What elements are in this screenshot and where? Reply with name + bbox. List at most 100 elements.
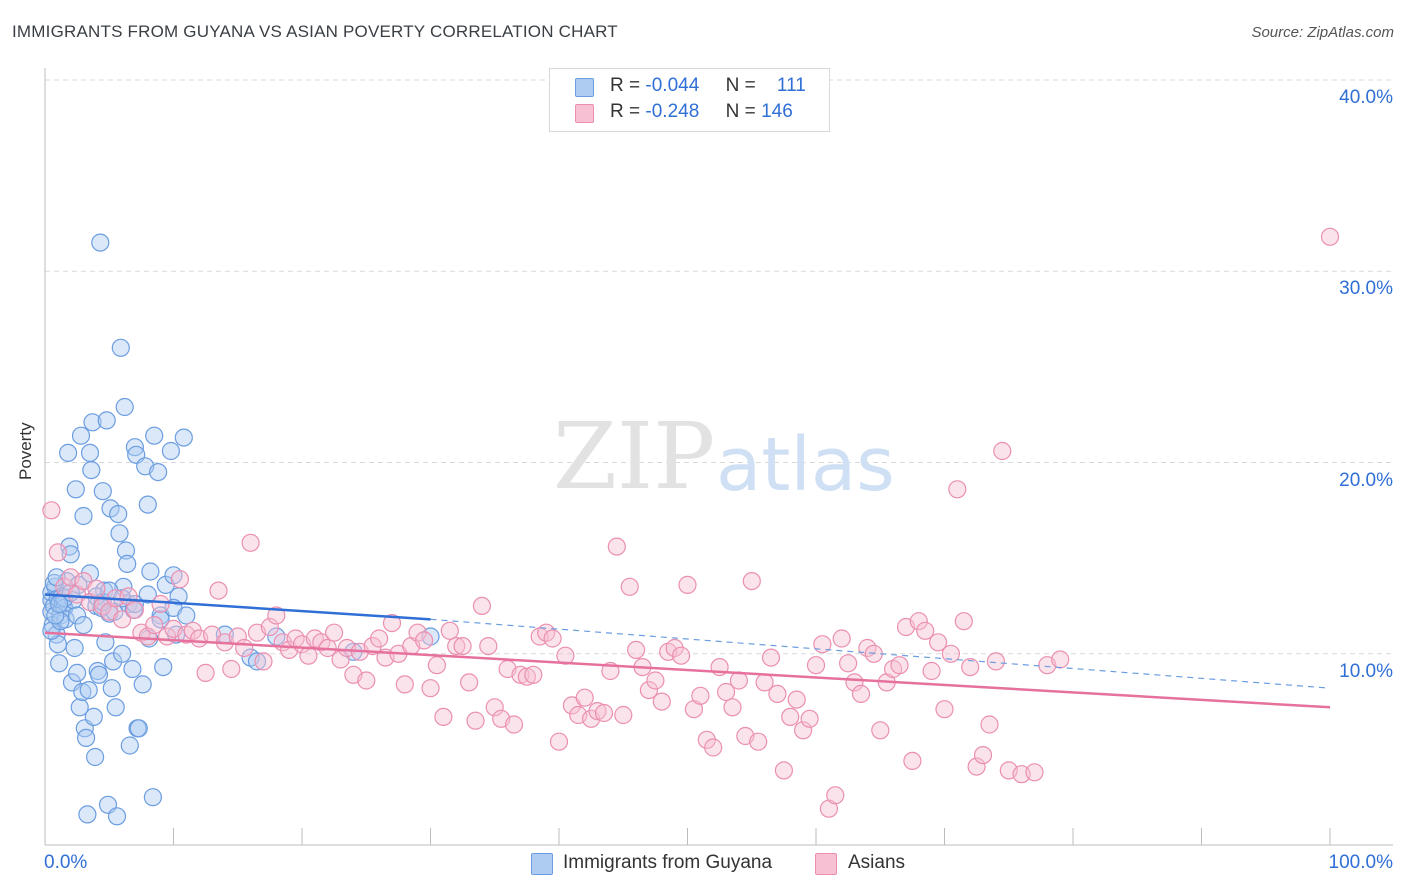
- guyana-point: [112, 644, 132, 663]
- asians-point: [395, 675, 414, 694]
- asians-point: [48, 543, 68, 562]
- axes: [44, 68, 1393, 846]
- chart-title: IMMIGRANTS FROM GUYANA VS ASIAN POVERTY …: [12, 22, 618, 41]
- guyana-point: [145, 426, 164, 445]
- guyana-point: [149, 463, 168, 482]
- guyana-point: [91, 233, 110, 252]
- guyana-point: [115, 397, 134, 417]
- asians-point: [196, 663, 215, 683]
- guyana-point: [174, 428, 193, 447]
- asians-point: [472, 596, 491, 616]
- asians-point: [556, 646, 575, 665]
- asians-point: [806, 656, 826, 675]
- asians-point: [479, 636, 498, 656]
- gridlines: [45, 79, 1393, 655]
- guyana-point: [177, 606, 196, 625]
- guyana-point: [106, 698, 125, 717]
- guyana-point: [66, 480, 85, 499]
- guyana-point: [47, 568, 66, 587]
- source-label: Source: ZipAtlas.com: [1251, 24, 1394, 41]
- asians-point: [1320, 227, 1340, 246]
- guyana-point: [120, 736, 139, 755]
- y-tick-label-1: 20.0%: [1339, 469, 1393, 491]
- legend-r-value-asians: -0.248: [645, 101, 700, 122]
- guyana-point: [58, 443, 78, 462]
- asians-point: [1051, 650, 1070, 669]
- legend-n-value-asians: 146: [761, 101, 793, 122]
- x-tick-label-0: 0.0%: [44, 852, 88, 873]
- asians-point: [466, 711, 485, 730]
- asians-point: [447, 636, 466, 656]
- asians-point: [851, 684, 871, 704]
- asians-point: [948, 480, 967, 499]
- asians-point: [832, 629, 851, 648]
- trend-line-guyana: [44, 593, 431, 621]
- asians-point: [691, 686, 710, 705]
- asians-point: [716, 682, 736, 702]
- asians-point: [145, 615, 164, 635]
- asians-point: [415, 631, 434, 650]
- guyana-point: [49, 594, 69, 614]
- asians-point: [973, 745, 993, 765]
- asians-point: [768, 684, 787, 704]
- guyana-point: [74, 506, 93, 526]
- asians-point: [588, 701, 607, 721]
- asians-point: [793, 721, 813, 740]
- asians-point: [890, 656, 909, 675]
- trend-line-guyana-extension: [430, 618, 1331, 689]
- asians-point: [112, 610, 132, 629]
- guyana-point: [129, 719, 148, 738]
- asians-point: [845, 673, 864, 692]
- guyana-point: [76, 728, 96, 748]
- asians-point: [614, 705, 633, 725]
- asians-point: [749, 732, 768, 751]
- asians-point: [723, 698, 742, 717]
- asians-point: [42, 501, 61, 520]
- guyana-point: [133, 675, 152, 694]
- guyana-point: [109, 504, 128, 524]
- asians-point: [370, 629, 389, 648]
- asians-point: [125, 600, 144, 619]
- guyana-point: [83, 413, 102, 432]
- y-tick-label-2: 30.0%: [1339, 278, 1393, 300]
- y-axis-label: Poverty: [16, 422, 35, 480]
- asians-point: [453, 636, 472, 656]
- legend-swatch-blue: [575, 78, 594, 97]
- guyana-point: [154, 657, 173, 677]
- asians-point: [382, 613, 402, 633]
- series-asians-points: [42, 227, 1340, 818]
- bottom-legend-label-guyana: Immigrants from Guyana: [563, 852, 773, 873]
- asians-point: [427, 656, 446, 675]
- asians-point: [421, 679, 440, 698]
- guyana-point: [67, 663, 87, 683]
- asians-point: [517, 667, 537, 686]
- asians-point: [935, 700, 954, 719]
- correlation-legend: R = -0.044 N = 111 R = -0.248 N = 146: [549, 68, 830, 132]
- legend-n-value-guyana: 111: [776, 75, 806, 96]
- asians-point: [909, 612, 928, 631]
- guyana-point: [96, 633, 115, 652]
- asians-point: [916, 621, 935, 640]
- asians-point: [151, 594, 170, 614]
- asians-point: [678, 575, 697, 595]
- asians-point: [543, 629, 562, 648]
- trend-line-asians: [44, 631, 1331, 709]
- asians-point: [87, 579, 106, 598]
- guyana-point: [85, 747, 105, 767]
- asians-point: [524, 665, 543, 684]
- asians-point: [742, 571, 761, 591]
- asians-point: [620, 577, 639, 596]
- asians-point: [826, 786, 845, 805]
- asians-point: [781, 707, 800, 727]
- asians-point: [299, 646, 318, 665]
- asians-point: [485, 698, 504, 717]
- asians-point: [626, 640, 646, 660]
- asians-point: [549, 732, 569, 751]
- guyana-point: [46, 606, 65, 625]
- guyana-point: [102, 679, 121, 698]
- asians-point: [1025, 763, 1044, 782]
- asians-point: [800, 709, 819, 728]
- guyana-point: [78, 805, 97, 824]
- legend-r-label: R =: [610, 75, 641, 96]
